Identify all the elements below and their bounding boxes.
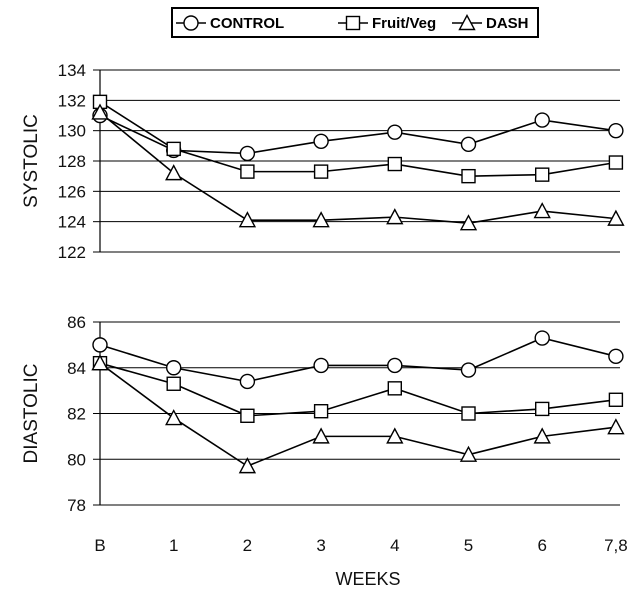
y-tick-label: 82	[67, 405, 86, 424]
point-dash-5	[459, 214, 478, 231]
point-fruitveg-6	[535, 167, 550, 182]
point-dash-0	[91, 103, 109, 120]
y-tick-label: 80	[67, 450, 86, 469]
point-fruitveg-2	[240, 408, 255, 423]
legend-marker-circle-icon	[183, 15, 199, 31]
point-fruitveg-1	[166, 376, 181, 391]
x-tick-label: 2	[243, 536, 252, 555]
y-tick-label: 78	[67, 496, 86, 515]
point-dash-5	[459, 445, 478, 462]
legend-label: DASH	[486, 15, 529, 32]
point-control-7	[608, 348, 624, 365]
legend-marker-triangle-icon	[458, 14, 476, 31]
point-control-6	[534, 112, 550, 128]
point-dash-0	[91, 354, 109, 371]
point-control-5	[460, 136, 477, 153]
point-fruitveg-7	[608, 155, 624, 170]
legend-marker-square-icon	[345, 15, 361, 31]
series-line-fruitveg	[99, 362, 616, 417]
point-fruitveg-4	[387, 381, 402, 396]
y-tick-label: 122	[58, 243, 86, 262]
point-dash-6	[533, 427, 551, 444]
point-control-2	[239, 145, 256, 162]
legend-label: CONTROL	[210, 15, 284, 32]
y-tick-label: 130	[58, 122, 86, 141]
x-tick-label: 6	[537, 536, 546, 555]
systolic-axis-label: SYSTOLIC	[21, 114, 42, 208]
point-control-6	[534, 330, 550, 346]
x-tick-label: B	[94, 536, 105, 555]
point-fruitveg-5	[461, 168, 476, 184]
point-control-3	[313, 133, 329, 149]
point-fruitveg-1	[166, 141, 181, 157]
point-dash-2	[238, 457, 257, 474]
point-dash-4	[386, 208, 404, 225]
point-dash-3	[312, 427, 330, 444]
point-control-1	[165, 360, 182, 376]
systolic-panel: 134 132 130 128 126 124 122	[58, 61, 625, 262]
series-line-control	[99, 114, 617, 155]
diastolic-axis-label: DIASTOLIC	[21, 364, 42, 464]
point-fruitveg-3	[313, 404, 329, 419]
series-line-dash	[99, 111, 616, 224]
point-fruitveg-2	[240, 164, 255, 179]
point-dash-6	[533, 202, 551, 219]
point-control-5	[460, 362, 477, 378]
y-tick-label: 134	[58, 61, 86, 80]
y-tick-label: 126	[58, 182, 86, 201]
point-dash-3	[312, 211, 330, 228]
point-dash-1	[165, 409, 183, 426]
x-tick-label: 3	[316, 536, 325, 555]
legend-label: Fruit/Veg	[372, 15, 436, 32]
y-tick-label: 128	[58, 152, 86, 171]
x-tick-label: 5	[464, 536, 473, 555]
point-control-4	[387, 357, 403, 374]
series-line-fruitveg	[99, 101, 617, 177]
point-dash-4	[386, 427, 404, 444]
y-tick-label: 124	[58, 213, 86, 232]
point-control-4	[387, 124, 403, 140]
point-dash-2	[238, 211, 257, 228]
y-tick-label: 132	[58, 91, 86, 110]
point-control-3	[313, 357, 329, 374]
point-dash-7	[607, 209, 625, 226]
point-dash-7	[607, 418, 625, 435]
point-control-7	[608, 122, 624, 139]
x-tick-labels: B 1 2 3 4 5 6 7,8	[94, 536, 627, 555]
point-fruitveg-7	[608, 392, 624, 407]
point-fruitveg-6	[535, 401, 550, 417]
legend: CONTROL Fruit/Veg DASH	[171, 7, 539, 38]
point-fruitveg-5	[461, 406, 476, 421]
point-control-2	[239, 373, 256, 390]
point-control-0	[92, 337, 108, 353]
series-line-dash	[99, 362, 616, 468]
y-tick-label: 86	[67, 313, 86, 332]
x-axis-label: WEEKS	[335, 569, 400, 589]
y-tick-label: 84	[67, 359, 86, 378]
series-line-control	[99, 337, 617, 383]
point-dash-1	[165, 164, 183, 181]
x-tick-label: 4	[390, 536, 399, 555]
diastolic-panel: 86 84 82 80 78	[67, 313, 625, 515]
point-fruitveg-3	[313, 164, 329, 179]
x-tick-label: 1	[169, 536, 178, 555]
x-tick-label: 7,8	[604, 536, 628, 555]
point-fruitveg-4	[387, 156, 402, 172]
